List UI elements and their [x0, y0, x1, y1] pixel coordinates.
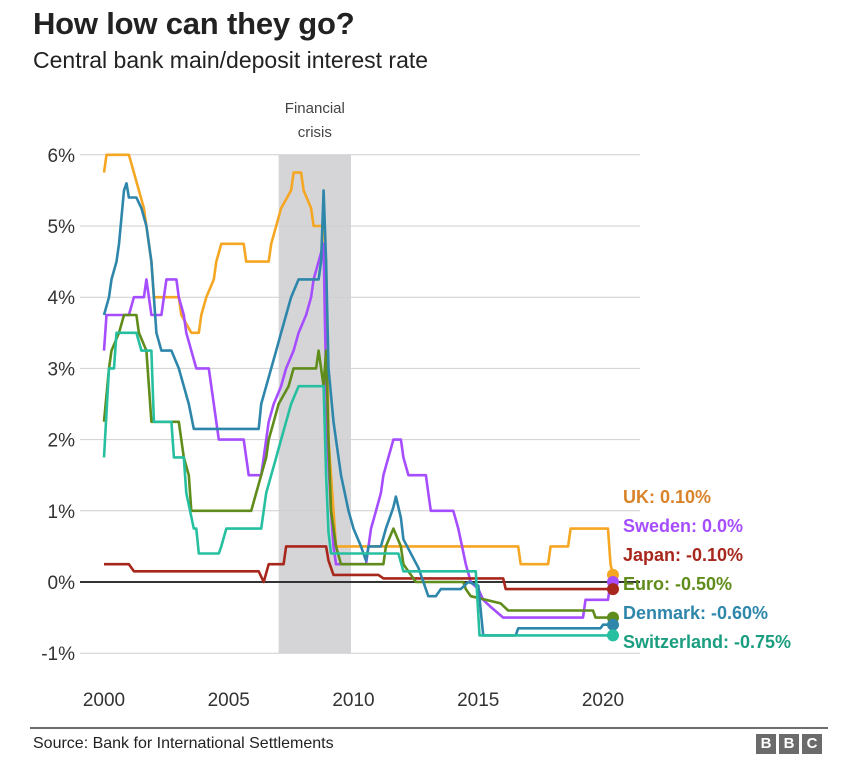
series-label-japan: Japan: -0.10%	[623, 545, 743, 565]
series-line-switzerland	[102, 331, 613, 637]
x-tick-label: 2000	[83, 690, 125, 711]
series-label-sweden: Sweden: 0.0%	[623, 516, 743, 536]
x-tick-label: 2015	[457, 690, 499, 711]
bbc-logo: B B C	[756, 734, 822, 754]
x-tick-label: 2005	[208, 690, 250, 711]
y-tick-label: 2%	[48, 431, 76, 452]
y-tick-label: 4%	[48, 288, 76, 309]
series-line-sweden	[102, 242, 613, 619]
series-label-uk: UK: 0.10%	[623, 487, 711, 507]
end-dot-switzerland	[606, 629, 619, 642]
series-line-denmark	[102, 182, 613, 637]
series-label-euro: Euro: -0.50%	[623, 574, 732, 594]
source-note: Source: Bank for International Settlemen…	[33, 735, 334, 752]
series-label-switzerland: Switzerland: -0.75%	[623, 632, 791, 652]
y-tick-label: -1%	[41, 644, 75, 665]
y-tick-label: 3%	[48, 359, 76, 380]
x-tick-label: 2010	[332, 690, 374, 711]
series-line-uk	[102, 153, 615, 576]
bbc-logo-letter: B	[779, 734, 799, 754]
y-tick-label: 0%	[48, 573, 76, 594]
footer-divider	[30, 727, 828, 729]
financial-crisis-label: crisis	[298, 124, 332, 141]
series-line-japan	[104, 545, 613, 591]
bbc-logo-letter: C	[802, 734, 822, 754]
y-tick-label: 5%	[48, 217, 76, 238]
x-tick-label: 2020	[582, 690, 624, 711]
series-line-euro	[102, 313, 613, 619]
series-label-denmark: Denmark: -0.60%	[623, 603, 768, 623]
end-dot-denmark	[606, 618, 619, 631]
bbc-logo-letter: B	[756, 734, 776, 754]
y-tick-label: 6%	[48, 146, 76, 167]
y-tick-label: 1%	[48, 502, 76, 523]
financial-crisis-label: Financial	[285, 100, 345, 117]
chart-title: How low can they go?	[33, 6, 355, 41]
chart-subtitle: Central bank main/deposit interest rate	[33, 47, 429, 73]
end-dot-japan	[606, 583, 619, 596]
financial-crisis-band	[278, 154, 352, 654]
